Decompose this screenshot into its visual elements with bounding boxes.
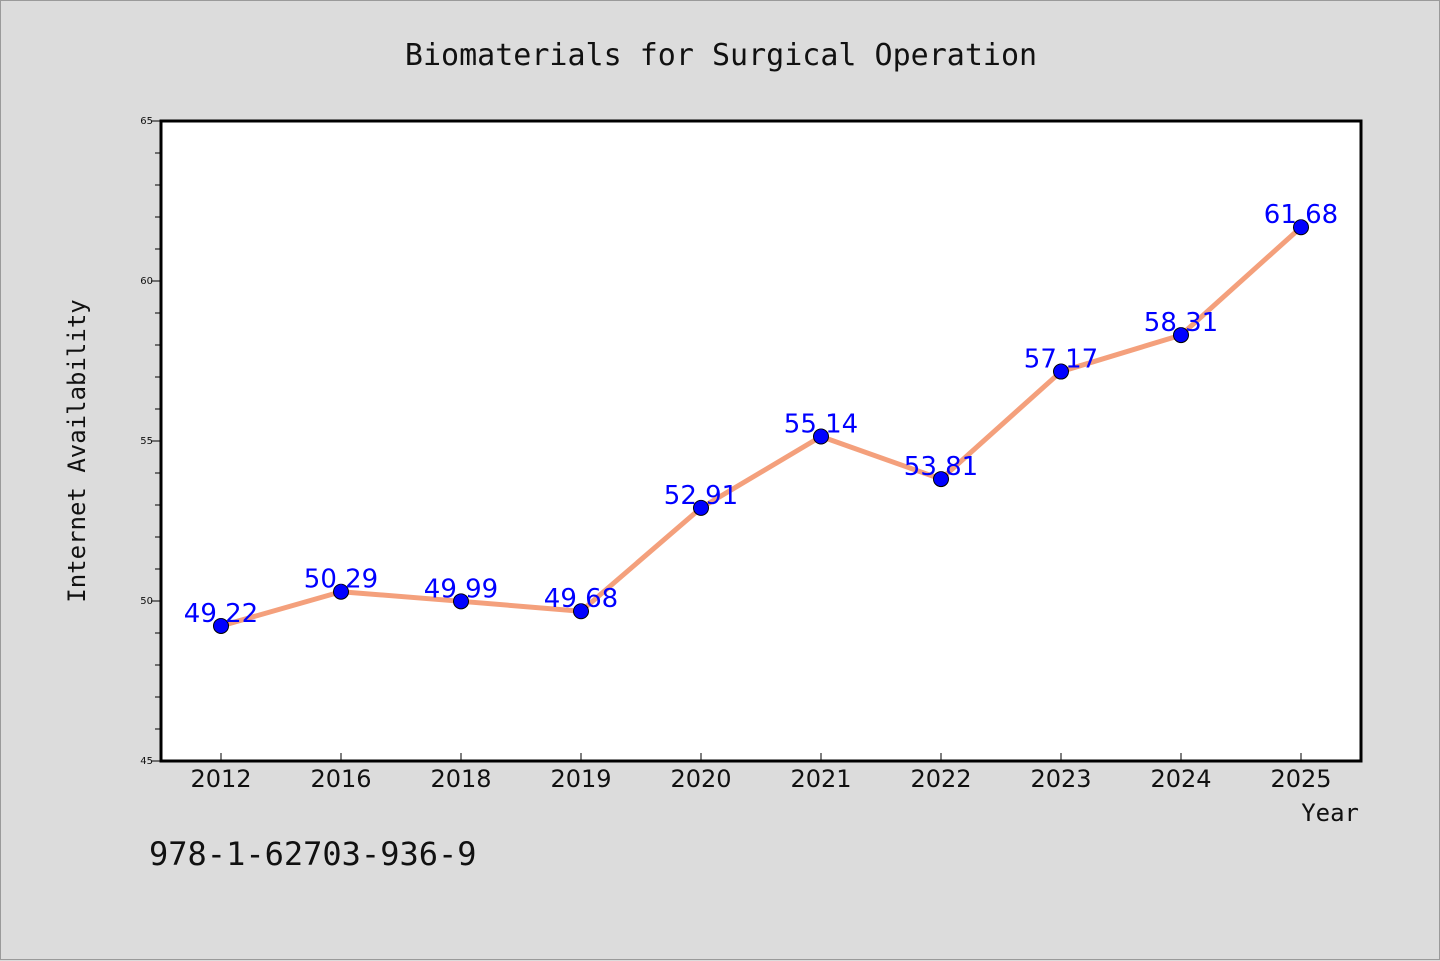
y-tick-label: 60 [140,276,153,287]
data-point [213,617,229,634]
x-tick-label: 2020 [670,765,731,793]
y-tick-label: 55 [140,436,153,447]
plot-area [159,119,1363,763]
isbn-text: 978-1-62703-936-9 [149,835,477,873]
y-axis: 45 50 55 60 65 [140,116,161,767]
data-label: 49.22 [184,599,258,629]
x-tick-label: 2012 [190,765,251,793]
data-label: 49.68 [544,584,618,614]
y-axis-label: Internet Availability [63,299,91,602]
data-point [453,593,469,610]
x-tick-label: 2016 [310,765,371,793]
data-label: 53.81 [904,452,978,482]
data-point [693,499,709,516]
data-label: 61.68 [1264,200,1338,230]
data-point [1173,327,1189,344]
x-tick-label: 2021 [790,765,851,793]
x-axis: 2012 2016 2018 2019 2020 2021 2022 2023 2024 2025 [190,753,1332,793]
data-label: 49.99 [424,574,498,604]
x-tick-label: 2018 [430,765,491,793]
x-tick-label: 2019 [550,765,611,793]
x-tick-label: 2025 [1270,765,1331,793]
data-point [933,471,949,488]
data-point [1293,219,1309,236]
data-label: 58.31 [1144,308,1218,338]
x-tick-label: 2023 [1030,765,1091,793]
data-point [573,603,589,620]
chart-title: Biomaterials for Surgical Operation [405,38,1037,73]
y-tick-label: 45 [140,756,153,767]
data-label: 52.91 [664,481,738,511]
x-tick-label: 2022 [910,765,971,793]
series-group [213,219,1309,634]
data-label: 55.14 [784,410,858,440]
data-label: 57.17 [1024,345,1098,375]
data-point [813,428,829,445]
y-tick-label: 50 [140,596,153,607]
y-tick-label: 65 [140,116,153,127]
data-label: 50.29 [304,565,378,595]
data-point [1053,363,1069,380]
data-labels-group: 49.22 50.29 49.99 49.68 52.91 55.14 53.81 57.17… [184,200,1338,629]
x-axis-label: Year [1301,799,1359,827]
x-tick-label: 2024 [1150,765,1211,793]
data-point [333,583,349,600]
series-line [218,224,1304,629]
